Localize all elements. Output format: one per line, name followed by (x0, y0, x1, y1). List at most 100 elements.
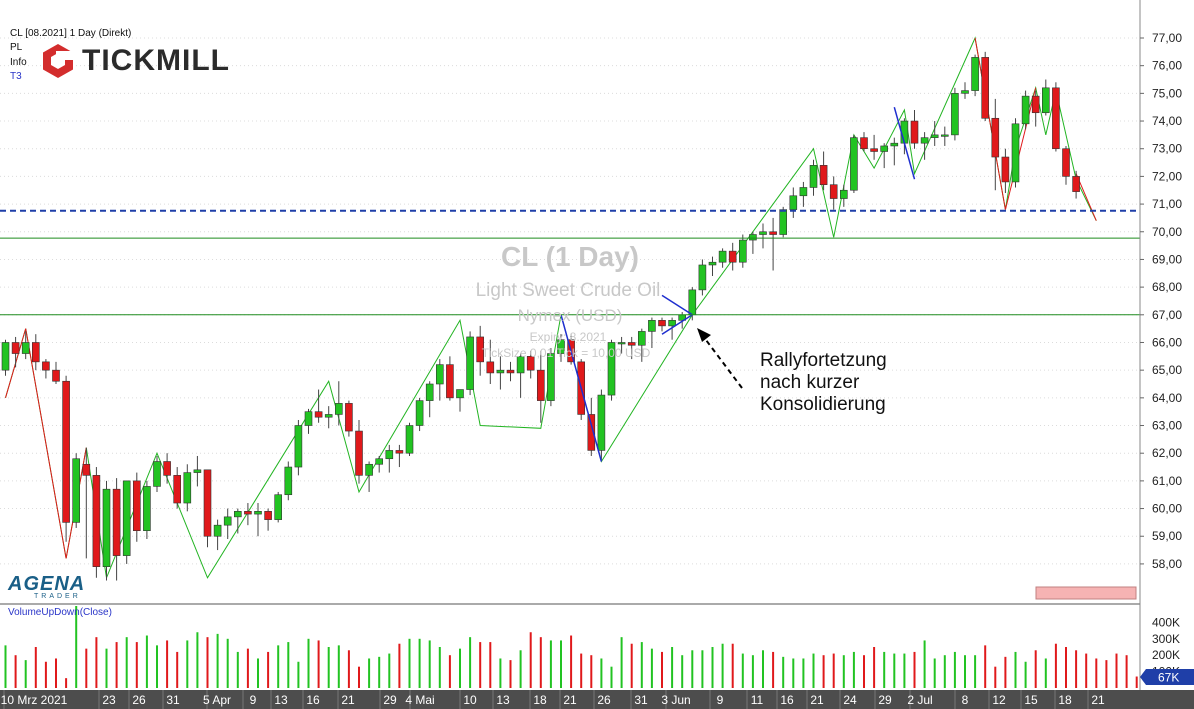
date-tick-label: 2 Jul (907, 693, 932, 707)
date-tick-label: 26 (132, 693, 146, 707)
date-tick-label: 11 (751, 693, 764, 707)
watermark-title: CL (1 Day) (501, 241, 639, 272)
date-tick-label: 10 (463, 693, 477, 707)
candle-body (617, 342, 626, 345)
candle-body (1021, 95, 1030, 125)
date-tick-label: 4 Mai (405, 693, 434, 707)
date-tick-label: 31 (166, 693, 180, 707)
price-tick-label: 64,00 (1152, 391, 1182, 405)
candle-body (1, 342, 10, 371)
volume-last-marker (1140, 669, 1194, 686)
candle-body (294, 425, 303, 468)
volume-axis: 400K300K200K100K67K (1139, 604, 1194, 690)
candle-body (910, 120, 919, 144)
volume-tick-label: 300K (1152, 632, 1180, 646)
price-tick-label: 63,00 (1152, 419, 1182, 433)
price-tick-label: 59,00 (1152, 529, 1182, 543)
volume-indicator-label: VolumeUpDown(Close) (8, 607, 112, 618)
candle-body (324, 414, 333, 418)
candle-body (536, 369, 545, 401)
annotation-arrow (697, 328, 743, 389)
candle-body (365, 463, 373, 476)
candle-body (587, 414, 596, 451)
date-tick-label: 16 (780, 693, 794, 707)
candle-body (829, 184, 838, 199)
candle-body (456, 389, 464, 399)
watermark-ticksize: TickSize 0,01 Tick = 10,00 USD (481, 346, 651, 360)
date-tick-label: 29 (383, 693, 397, 707)
date-tick-label: 5 Apr (203, 693, 231, 707)
candle-body (607, 342, 616, 396)
price-tick-label: 68,00 (1152, 280, 1182, 294)
candle-body (223, 516, 232, 526)
price-tick-label: 58,00 (1152, 557, 1182, 571)
candle-body (415, 400, 424, 426)
candle-body (72, 458, 80, 523)
candle-body (375, 458, 384, 465)
candle-body (718, 250, 727, 263)
candle-body (143, 486, 151, 532)
candle-body (62, 380, 70, 523)
candle-body (314, 411, 323, 418)
volume-bars (4, 606, 1138, 688)
candle-body (627, 342, 636, 346)
price-axis-background (1140, 0, 1194, 690)
candle-body (940, 134, 949, 137)
date-tick-label: 29 (878, 693, 892, 707)
candle-body (809, 165, 818, 188)
candle-body (122, 480, 131, 556)
candle-body (749, 234, 757, 241)
annotation-arrow-head (697, 328, 711, 342)
candle-body (193, 469, 202, 473)
date-tick-label: 21 (810, 693, 824, 707)
date-tick-label: 13 (274, 693, 288, 707)
date-tick-label: 12 (992, 693, 1006, 707)
volume-tick-label: 400K (1152, 615, 1180, 629)
date-tick-label: 13 (496, 693, 510, 707)
candle-body (658, 320, 666, 327)
date-axis[interactable]: 10 Mrz 2021 23 26 31 5 Apr 9 13 16 21 29 4 Mai 10 13… (1, 690, 1105, 709)
price-axis[interactable]: 77,00 76,00 75,00 74,00 73,00 72,00 71,00 70,00… (1139, 0, 1194, 690)
candle-body (163, 461, 171, 476)
price-tick-label: 71,00 (1152, 197, 1182, 211)
candle-body (334, 403, 343, 415)
price-tick-label: 74,00 (1152, 114, 1182, 128)
candle-body (951, 93, 959, 136)
annotation-line-2: nach kurzer (760, 372, 860, 393)
candle-body (304, 411, 313, 426)
volume-last-label: 67K (1158, 671, 1179, 685)
candle-body (345, 403, 353, 432)
candle-body (183, 472, 192, 504)
scroll-indicator[interactable] (1035, 586, 1137, 600)
candle-body (648, 320, 656, 332)
candle-body (557, 339, 565, 354)
candle-body (870, 148, 878, 152)
price-tick-label: 67,00 (1152, 308, 1182, 322)
candle-body (920, 137, 929, 144)
candlestick-series (1, 51, 1080, 581)
candle-body (173, 475, 181, 504)
date-tick-label: 23 (102, 693, 116, 707)
date-tick-label: 3 Jun (661, 693, 690, 707)
candle-body (496, 369, 505, 374)
candle-body (133, 480, 141, 532)
candle-body (506, 369, 515, 374)
candle-body (860, 137, 868, 150)
candle-body (425, 383, 434, 401)
candle-body (991, 117, 1000, 158)
candle-body (779, 209, 788, 235)
price-tick-label: 62,00 (1152, 446, 1182, 460)
date-tick-label: 24 (843, 693, 857, 707)
candle-body (930, 134, 939, 138)
price-tick-label: 72,00 (1152, 169, 1182, 183)
candle-body (355, 430, 363, 476)
annotation-line-1: Rallyfortetzung (760, 350, 887, 371)
price-tick-label: 66,00 (1152, 335, 1182, 349)
candle-body (52, 369, 60, 382)
candle-body (547, 353, 555, 401)
candle-body (405, 425, 414, 454)
date-tick-label: 9 (717, 693, 724, 707)
candle-body (446, 364, 454, 399)
candle-body (688, 289, 697, 316)
